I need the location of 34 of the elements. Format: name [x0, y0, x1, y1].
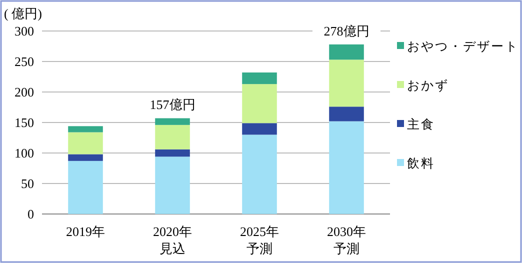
- bar: [155, 156, 190, 214]
- bar: [329, 44, 364, 60]
- legend-label: 飲料: [407, 156, 435, 170]
- y-tick-label: 300: [14, 24, 34, 39]
- bar: [242, 84, 277, 124]
- y-tick-label: 150: [14, 115, 34, 130]
- y-tick-label: 100: [14, 146, 34, 161]
- y-axis-title: ( 億円): [4, 6, 42, 21]
- bar: [155, 149, 190, 157]
- bar: [242, 134, 277, 214]
- y-tick-label: 250: [14, 54, 34, 70]
- legend-label: おやつ・デザート: [407, 39, 519, 54]
- y-tick-label: 50: [21, 176, 34, 192]
- bar: [329, 106, 364, 122]
- bar: [68, 160, 103, 214]
- bar: [329, 60, 364, 107]
- legend-label: 主食: [407, 116, 435, 132]
- x-tick-label: 2019年: [66, 224, 105, 239]
- bar: [155, 118, 190, 125]
- y-tick-label: 200: [14, 84, 34, 100]
- bar: [242, 72, 277, 84]
- total-label: 157億円: [150, 97, 196, 112]
- legend-label: おかず: [407, 78, 449, 92]
- bar: [68, 132, 103, 154]
- bar: [329, 121, 364, 214]
- x-tick-label: 2030年予測: [327, 224, 366, 256]
- x-tick-label: 2020年見込: [153, 224, 192, 256]
- bar: [242, 123, 277, 135]
- bar: [68, 126, 103, 132]
- total-label: 278億円: [324, 23, 370, 38]
- x-tick-label: 2025年予測: [240, 224, 279, 256]
- bar: [68, 154, 103, 161]
- bar: [155, 124, 190, 150]
- y-tick-label: 0: [28, 206, 34, 222]
